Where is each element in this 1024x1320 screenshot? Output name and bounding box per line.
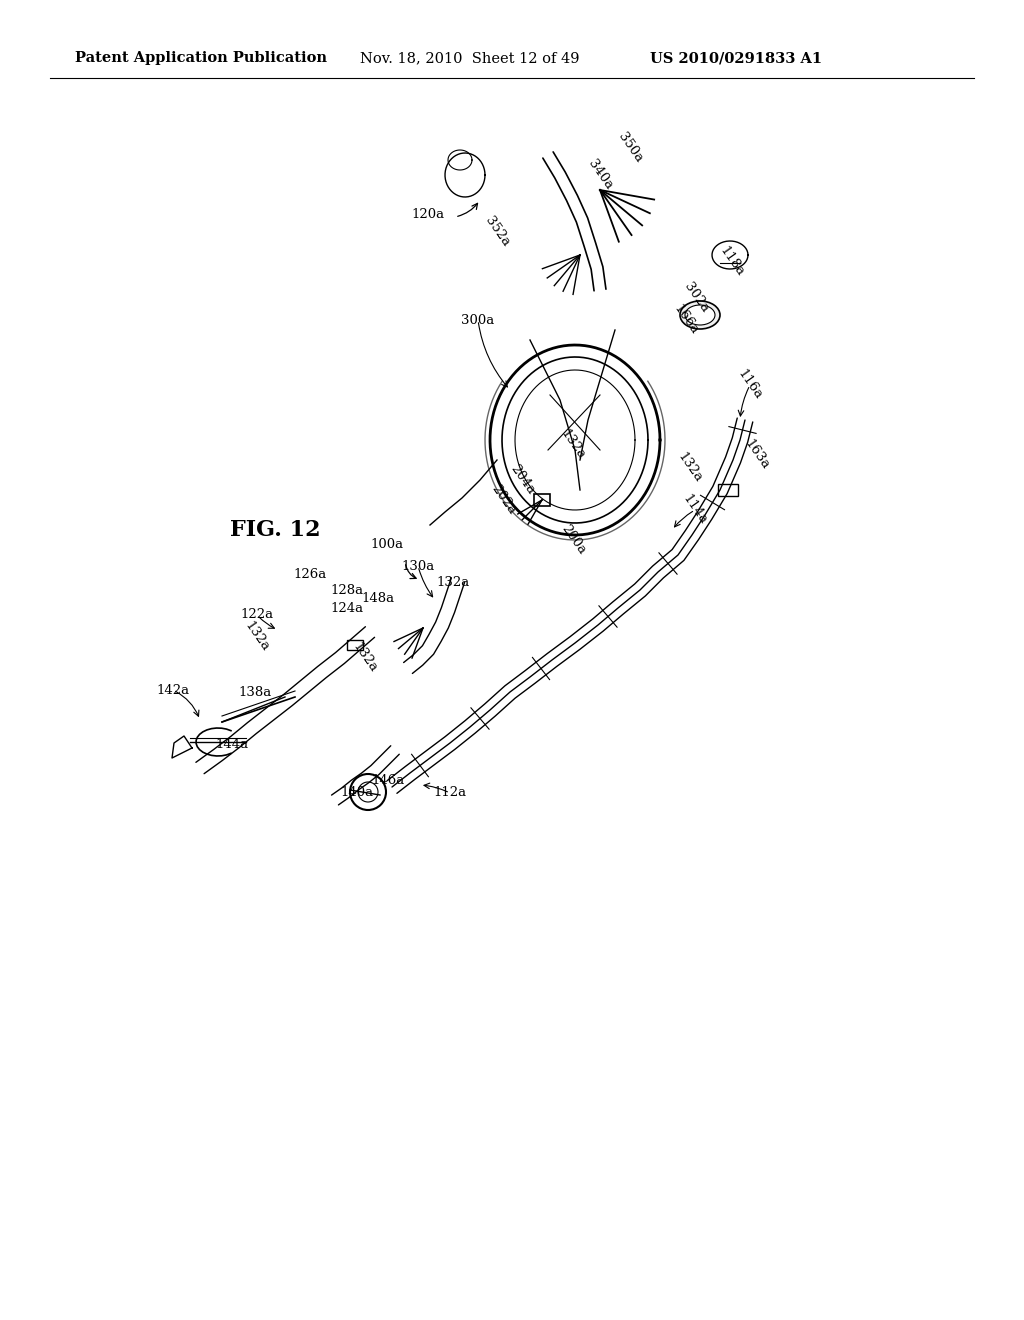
- Text: 114a: 114a: [680, 492, 710, 527]
- Text: 144a: 144a: [215, 738, 249, 751]
- Text: 116a: 116a: [735, 368, 765, 403]
- Text: 122a: 122a: [241, 609, 273, 622]
- Text: 350a: 350a: [615, 131, 645, 165]
- Text: 128a: 128a: [331, 583, 364, 597]
- Text: FIG. 12: FIG. 12: [230, 519, 321, 541]
- Text: 352a: 352a: [482, 215, 512, 249]
- Text: 132a: 132a: [242, 619, 271, 655]
- Text: 204a: 204a: [507, 463, 537, 498]
- Text: 132a: 132a: [436, 576, 470, 589]
- Bar: [534, 494, 550, 506]
- Text: 300a: 300a: [462, 314, 495, 326]
- Bar: [347, 640, 362, 649]
- Text: 138a: 138a: [239, 686, 271, 700]
- Text: 200a: 200a: [558, 523, 588, 557]
- Text: 163a: 163a: [742, 438, 772, 473]
- Ellipse shape: [685, 305, 715, 325]
- Text: 132a: 132a: [350, 640, 380, 676]
- Ellipse shape: [680, 301, 720, 329]
- Text: 140a: 140a: [340, 787, 374, 800]
- Bar: [718, 484, 738, 496]
- Text: 124a: 124a: [331, 602, 364, 615]
- Text: 118a: 118a: [717, 244, 746, 280]
- Text: 142a: 142a: [157, 684, 189, 697]
- Text: 120a: 120a: [412, 209, 444, 222]
- Text: 130a: 130a: [401, 560, 434, 573]
- Text: 126a: 126a: [293, 569, 327, 582]
- Text: US 2010/0291833 A1: US 2010/0291833 A1: [650, 51, 822, 65]
- Text: 112a: 112a: [433, 787, 467, 800]
- Text: Patent Application Publication: Patent Application Publication: [75, 51, 327, 65]
- Text: 132a: 132a: [675, 450, 705, 486]
- Text: 100a: 100a: [370, 539, 403, 552]
- Text: 132a: 132a: [558, 428, 588, 462]
- Text: 302a: 302a: [681, 281, 711, 315]
- Text: 148a: 148a: [361, 591, 394, 605]
- Text: 166a: 166a: [671, 302, 700, 338]
- Text: 202a: 202a: [488, 483, 518, 517]
- Text: Nov. 18, 2010  Sheet 12 of 49: Nov. 18, 2010 Sheet 12 of 49: [360, 51, 580, 65]
- Text: 146a: 146a: [372, 774, 404, 787]
- Text: 340a: 340a: [585, 157, 614, 193]
